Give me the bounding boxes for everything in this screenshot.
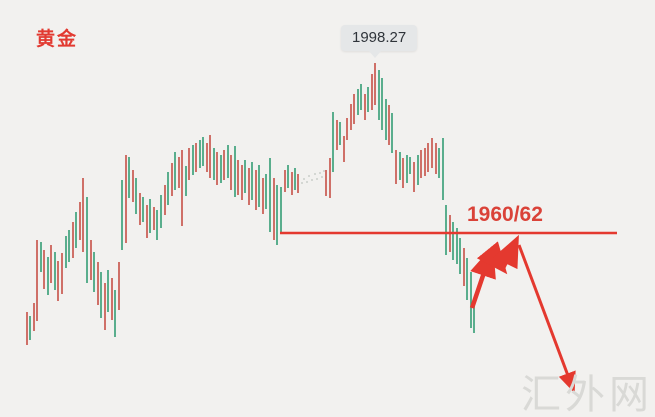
peak-price-tooltip: 1998.27	[341, 25, 418, 51]
tooltip-caret-icon	[368, 50, 382, 58]
faint-dots	[301, 170, 325, 184]
support-level-label: 1960/62	[467, 203, 543, 226]
site-watermark: 汇外网	[521, 373, 653, 417]
candle-bars	[26, 63, 475, 345]
forecast-arrows	[469, 234, 576, 394]
page-title: 黄金	[36, 29, 79, 50]
